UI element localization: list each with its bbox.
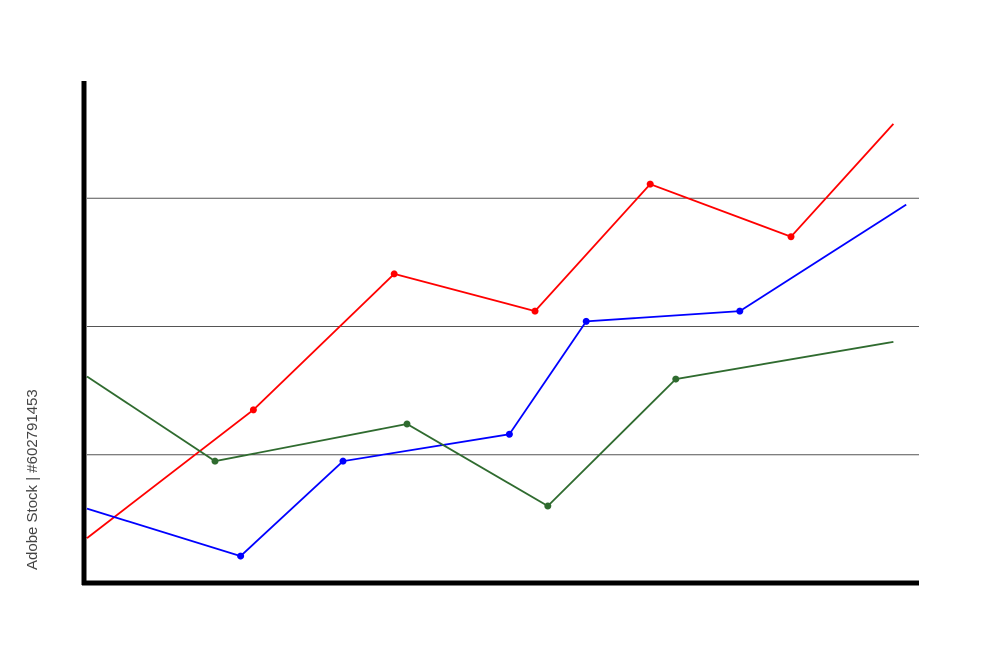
data-point: [403, 420, 411, 428]
data-point: [505, 430, 513, 438]
data-point: [339, 457, 347, 465]
data-point: [544, 502, 552, 510]
data-point: [582, 317, 590, 325]
series-line: [86, 341, 894, 508]
series-line: [86, 203, 907, 558]
data-point: [787, 233, 795, 241]
data-point: [249, 406, 257, 414]
data-point: [531, 307, 539, 315]
series-3: [86, 341, 894, 510]
data-point: [646, 180, 654, 188]
data-point: [736, 307, 744, 315]
series-2: [86, 203, 907, 560]
series-layer: [86, 123, 907, 560]
grid-lines: [87, 197, 919, 456]
stock-id-label: Adobe Stock | #602791453: [24, 389, 41, 570]
data-point: [211, 457, 219, 465]
data-point: [237, 552, 245, 560]
axes: [81, 81, 919, 586]
series-1: [86, 123, 895, 539]
data-point: [390, 270, 398, 278]
series-line: [86, 123, 895, 539]
data-point: [672, 375, 680, 383]
